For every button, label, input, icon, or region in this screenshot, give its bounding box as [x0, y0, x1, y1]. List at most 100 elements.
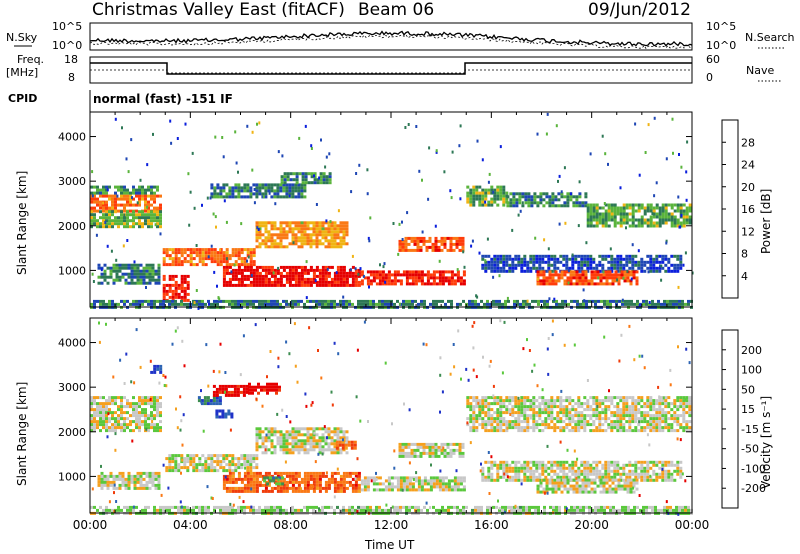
data-cell: [577, 266, 581, 270]
data-cell: [550, 426, 554, 430]
data-cell: [225, 254, 229, 258]
data-cell: [133, 263, 137, 267]
data-cell: [416, 245, 420, 249]
data-cell: [282, 471, 286, 475]
data-cell: [586, 269, 590, 273]
data-cell: [279, 471, 283, 475]
data-cell: [591, 299, 594, 303]
data-cell: [151, 263, 155, 267]
data-cell: [321, 471, 325, 475]
data-cell: [303, 183, 307, 187]
data-cell: [581, 282, 585, 286]
data-cell: [145, 275, 149, 279]
data-cell: [372, 302, 375, 306]
data-cell: [240, 486, 244, 490]
data-cell: [631, 209, 635, 213]
noise-cell: [351, 254, 354, 258]
data-cell: [93, 213, 96, 217]
data-cell: [100, 281, 104, 285]
data-cell: [490, 420, 494, 424]
data-cell: [532, 414, 536, 418]
data-cell: [521, 195, 525, 199]
data-cell: [279, 221, 283, 225]
noise-cell: [189, 190, 192, 194]
data-cell: [387, 479, 391, 483]
data-cell: [586, 218, 590, 222]
data-cell: [93, 417, 96, 421]
noise-cell: [215, 225, 217, 229]
data-cell: [490, 188, 494, 192]
data-cell: [111, 219, 114, 223]
data-cell: [114, 420, 117, 424]
data-cell: [440, 445, 444, 449]
data-cell: [544, 411, 548, 415]
data-cell: [312, 433, 316, 437]
data-cell: [525, 299, 528, 303]
data-cell: [234, 189, 238, 193]
data-cell: [189, 260, 193, 264]
data-cell: [222, 457, 226, 461]
data-cell: [234, 299, 237, 303]
data-cell: [168, 457, 172, 461]
data-cell: [624, 302, 627, 306]
data-cell: [487, 203, 491, 207]
data-cell: [97, 483, 101, 487]
data-cell: [336, 483, 340, 487]
data-cell: [132, 225, 135, 229]
data-cell: [103, 483, 107, 487]
data-cell: [138, 405, 141, 409]
data-cell: [496, 185, 500, 189]
data-cell: [519, 302, 522, 306]
data-cell: [153, 213, 156, 217]
data-cell: [667, 417, 671, 421]
data-cell: [369, 299, 372, 303]
data-cell: [655, 414, 659, 418]
data-cell: [676, 396, 680, 400]
data-cell: [186, 454, 190, 458]
data-cell: [478, 203, 482, 207]
data-cell: [496, 266, 500, 270]
data-cell: [192, 463, 196, 467]
data-cell: [174, 457, 178, 461]
data-cell: [294, 189, 298, 193]
data-cell: [297, 230, 301, 234]
data-cell: [520, 426, 524, 430]
data-cell: [514, 254, 518, 258]
data-cell: [655, 411, 659, 415]
data-cell: [643, 405, 647, 409]
data-cell: [138, 399, 141, 403]
data-cell: [548, 201, 552, 205]
data-cell: [540, 299, 543, 303]
data-cell: [559, 408, 563, 412]
data-cell: [610, 423, 614, 427]
data-cell: [643, 420, 647, 424]
data-cell: [450, 273, 454, 277]
noise-cell: [219, 248, 222, 252]
data-cell: [141, 185, 144, 189]
data-cell: [592, 396, 596, 400]
data-cell: [435, 299, 438, 303]
data-cell: [413, 451, 417, 455]
data-cell: [117, 423, 120, 427]
noise-cell: [585, 241, 588, 245]
data-cell: [466, 417, 470, 421]
data-cell: [126, 188, 129, 192]
data-cell: [300, 277, 304, 281]
data-cell: [523, 420, 527, 424]
data-cell: [186, 274, 190, 278]
data-cell: [437, 445, 441, 449]
data-cell: [133, 483, 137, 487]
data-cell: [144, 216, 147, 220]
noise-cell: [630, 277, 633, 281]
data-cell: [157, 483, 161, 487]
data-cell: [288, 230, 292, 234]
data-cell: [267, 489, 271, 493]
data-cell: [645, 299, 648, 303]
data-cell: [156, 210, 159, 214]
data-cell: [532, 260, 536, 264]
data-cell: [207, 248, 211, 252]
data-cell: [324, 233, 328, 237]
data-cell: [410, 239, 414, 243]
data-cell: [108, 197, 111, 201]
data-cell: [126, 405, 129, 409]
